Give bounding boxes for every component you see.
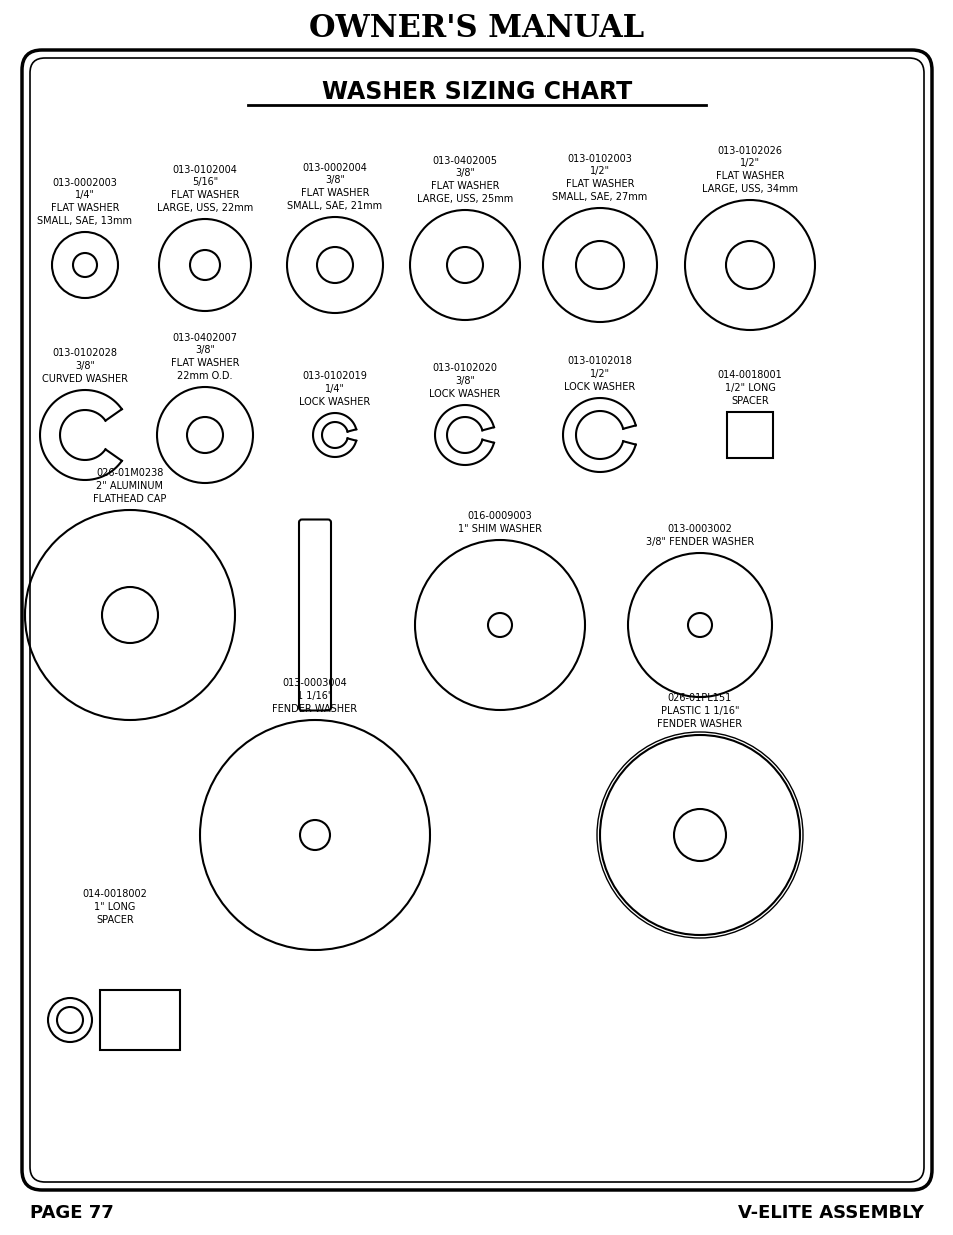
Text: 014-0018001
1/2" LONG
SPACER: 014-0018001 1/2" LONG SPACER: [717, 370, 781, 406]
Text: 013-0402005
3/8"
FLAT WASHER
LARGE, USS, 25mm: 013-0402005 3/8" FLAT WASHER LARGE, USS,…: [416, 156, 513, 204]
Text: PAGE 77: PAGE 77: [30, 1204, 113, 1221]
Text: 013-0003002
3/8" FENDER WASHER: 013-0003002 3/8" FENDER WASHER: [645, 524, 753, 547]
Text: 016-0009003
1" SHIM WASHER: 016-0009003 1" SHIM WASHER: [457, 511, 541, 534]
Text: 013-0003004
1 1/16"
FENDER WASHER: 013-0003004 1 1/16" FENDER WASHER: [273, 678, 357, 714]
Text: 026-01PL151
PLASTIC 1 1/16"
FENDER WASHER: 026-01PL151 PLASTIC 1 1/16" FENDER WASHE…: [657, 693, 741, 729]
Text: 013-0002003
1/4"
FLAT WASHER
SMALL, SAE, 13mm: 013-0002003 1/4" FLAT WASHER SMALL, SAE,…: [37, 178, 132, 226]
Text: 013-0102003
1/2"
FLAT WASHER
SMALL, SAE, 27mm: 013-0102003 1/2" FLAT WASHER SMALL, SAE,…: [552, 153, 647, 203]
Text: 026-01M0238
2" ALUMINUM
FLATHEAD CAP: 026-01M0238 2" ALUMINUM FLATHEAD CAP: [93, 468, 167, 504]
Text: 013-0102018
1/2"
LOCK WASHER: 013-0102018 1/2" LOCK WASHER: [564, 357, 635, 391]
Text: 013-0402007
3/8"
FLAT WASHER
22mm O.D.: 013-0402007 3/8" FLAT WASHER 22mm O.D.: [171, 332, 239, 382]
Text: 014-0018002
1" LONG
SPACER: 014-0018002 1" LONG SPACER: [83, 889, 148, 925]
Bar: [726, 412, 772, 458]
Text: 013-0102026
1/2"
FLAT WASHER
LARGE, USS, 34mm: 013-0102026 1/2" FLAT WASHER LARGE, USS,…: [701, 146, 797, 194]
Text: 013-0102004
5/16"
FLAT WASHER
LARGE, USS, 22mm: 013-0102004 5/16" FLAT WASHER LARGE, USS…: [156, 164, 253, 212]
Bar: [100, 990, 180, 1050]
Text: 013-0102019
1/4"
LOCK WASHER: 013-0102019 1/4" LOCK WASHER: [299, 372, 370, 408]
FancyBboxPatch shape: [22, 49, 931, 1191]
Text: V-ELITE ASSEMBLY: V-ELITE ASSEMBLY: [738, 1204, 923, 1221]
Text: 013-0002004
3/8"
FLAT WASHER
SMALL, SAE, 21mm: 013-0002004 3/8" FLAT WASHER SMALL, SAE,…: [287, 163, 382, 211]
Text: OWNER'S MANUAL: OWNER'S MANUAL: [309, 12, 644, 43]
Text: WASHER SIZING CHART: WASHER SIZING CHART: [321, 80, 632, 104]
Text: 013-0102020
3/8"
LOCK WASHER: 013-0102020 3/8" LOCK WASHER: [429, 363, 500, 399]
Text: 013-0102028
3/8"
CURVED WASHER: 013-0102028 3/8" CURVED WASHER: [42, 348, 128, 384]
